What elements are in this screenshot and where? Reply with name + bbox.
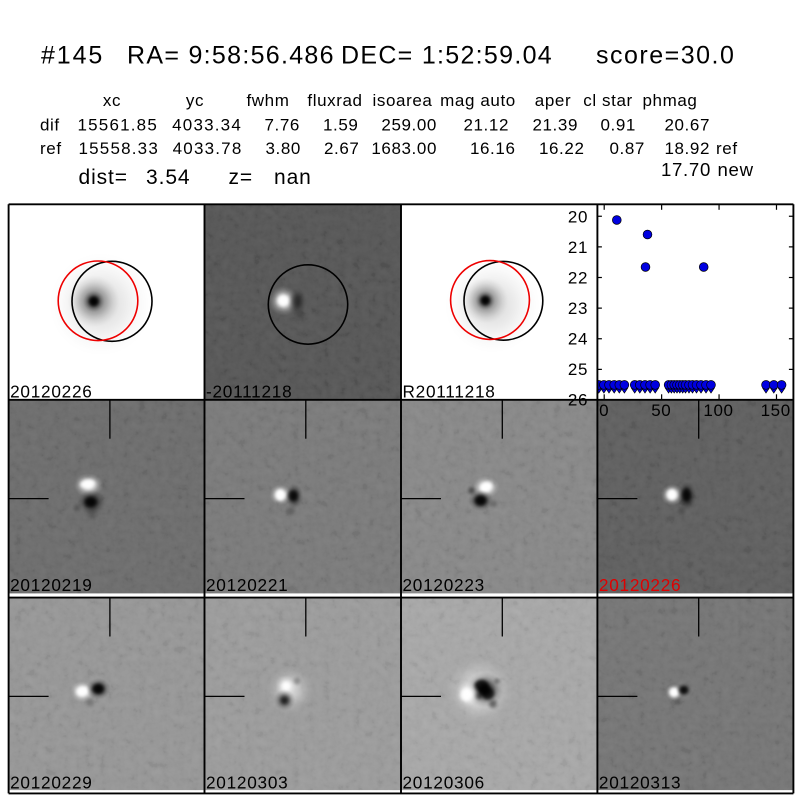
svg-text:aper: aper	[535, 91, 571, 110]
svg-text:yc: yc	[186, 91, 204, 110]
svg-text:20.67: 20.67	[664, 116, 710, 135]
svg-text:50: 50	[651, 401, 671, 420]
svg-text:DEC= 1:52:59.04: DEC= 1:52:59.04	[341, 42, 553, 70]
svg-text:26: 26	[568, 391, 588, 410]
svg-text:nan: nan	[274, 166, 312, 189]
svg-text:24: 24	[568, 330, 588, 349]
svg-text:150: 150	[761, 401, 791, 420]
svg-text:ref: ref	[40, 139, 62, 158]
svg-text:score=30.0: score=30.0	[596, 42, 735, 70]
svg-text:22: 22	[568, 268, 588, 287]
svg-text:20120219: 20120219	[10, 575, 92, 595]
svg-text:fluxrad: fluxrad	[307, 91, 362, 110]
svg-text:20120226: 20120226	[10, 381, 92, 401]
svg-text:21: 21	[568, 238, 588, 257]
svg-text:dif: dif	[40, 116, 60, 135]
svg-text:R20111218: R20111218	[403, 381, 496, 401]
svg-text:1.59: 1.59	[323, 116, 359, 135]
svg-text:16.16: 16.16	[470, 139, 516, 158]
svg-text:15561.85: 15561.85	[77, 116, 158, 135]
svg-text:21.39: 21.39	[532, 116, 578, 135]
svg-text:#145: #145	[41, 42, 104, 70]
svg-text:0: 0	[599, 401, 609, 420]
svg-text:20120306: 20120306	[403, 772, 485, 792]
svg-text:0.91: 0.91	[601, 116, 637, 135]
svg-text:25: 25	[568, 360, 588, 379]
svg-text:1683.00: 1683.00	[371, 139, 437, 158]
svg-text:21.12: 21.12	[463, 116, 509, 135]
svg-text:RA= 9:58:56.486: RA= 9:58:56.486	[127, 42, 335, 70]
svg-text:20120226: 20120226	[599, 575, 681, 595]
svg-text:20120223: 20120223	[403, 575, 485, 595]
svg-text:15558.33: 15558.33	[78, 139, 159, 158]
svg-text:2.67: 2.67	[324, 139, 360, 158]
svg-text:18.92: 18.92	[664, 139, 710, 158]
svg-text:mag auto: mag auto	[440, 91, 516, 110]
svg-text:3.54: 3.54	[146, 166, 190, 189]
svg-text:20120313: 20120313	[599, 772, 681, 792]
svg-text:isoarea: isoarea	[373, 91, 433, 110]
svg-text:fwhm: fwhm	[246, 91, 289, 110]
svg-text:xc: xc	[103, 91, 121, 110]
svg-text:3.80: 3.80	[266, 139, 302, 158]
svg-text:7.76: 7.76	[265, 116, 301, 135]
svg-text:cl star: cl star	[583, 91, 633, 110]
svg-text:4033.78: 4033.78	[173, 139, 243, 158]
svg-text:phmag: phmag	[643, 91, 698, 110]
svg-text:259.00: 259.00	[381, 116, 437, 135]
svg-text:20120229: 20120229	[10, 772, 92, 792]
svg-text:dist=: dist=	[79, 166, 128, 189]
svg-text:4033.34: 4033.34	[172, 116, 242, 135]
svg-text:0.87: 0.87	[610, 139, 646, 158]
svg-text:20120303: 20120303	[206, 772, 288, 792]
svg-text:20: 20	[568, 207, 588, 226]
svg-text:new: new	[718, 159, 754, 180]
svg-text:z=: z=	[229, 166, 254, 189]
svg-text:23: 23	[568, 299, 588, 318]
svg-text:17.70: 17.70	[661, 159, 711, 180]
svg-text:16.22: 16.22	[539, 139, 585, 158]
svg-text:20120221: 20120221	[206, 575, 288, 595]
svg-text:100: 100	[703, 401, 733, 420]
svg-text:ref: ref	[716, 139, 738, 158]
svg-text:-20111218: -20111218	[206, 381, 292, 401]
